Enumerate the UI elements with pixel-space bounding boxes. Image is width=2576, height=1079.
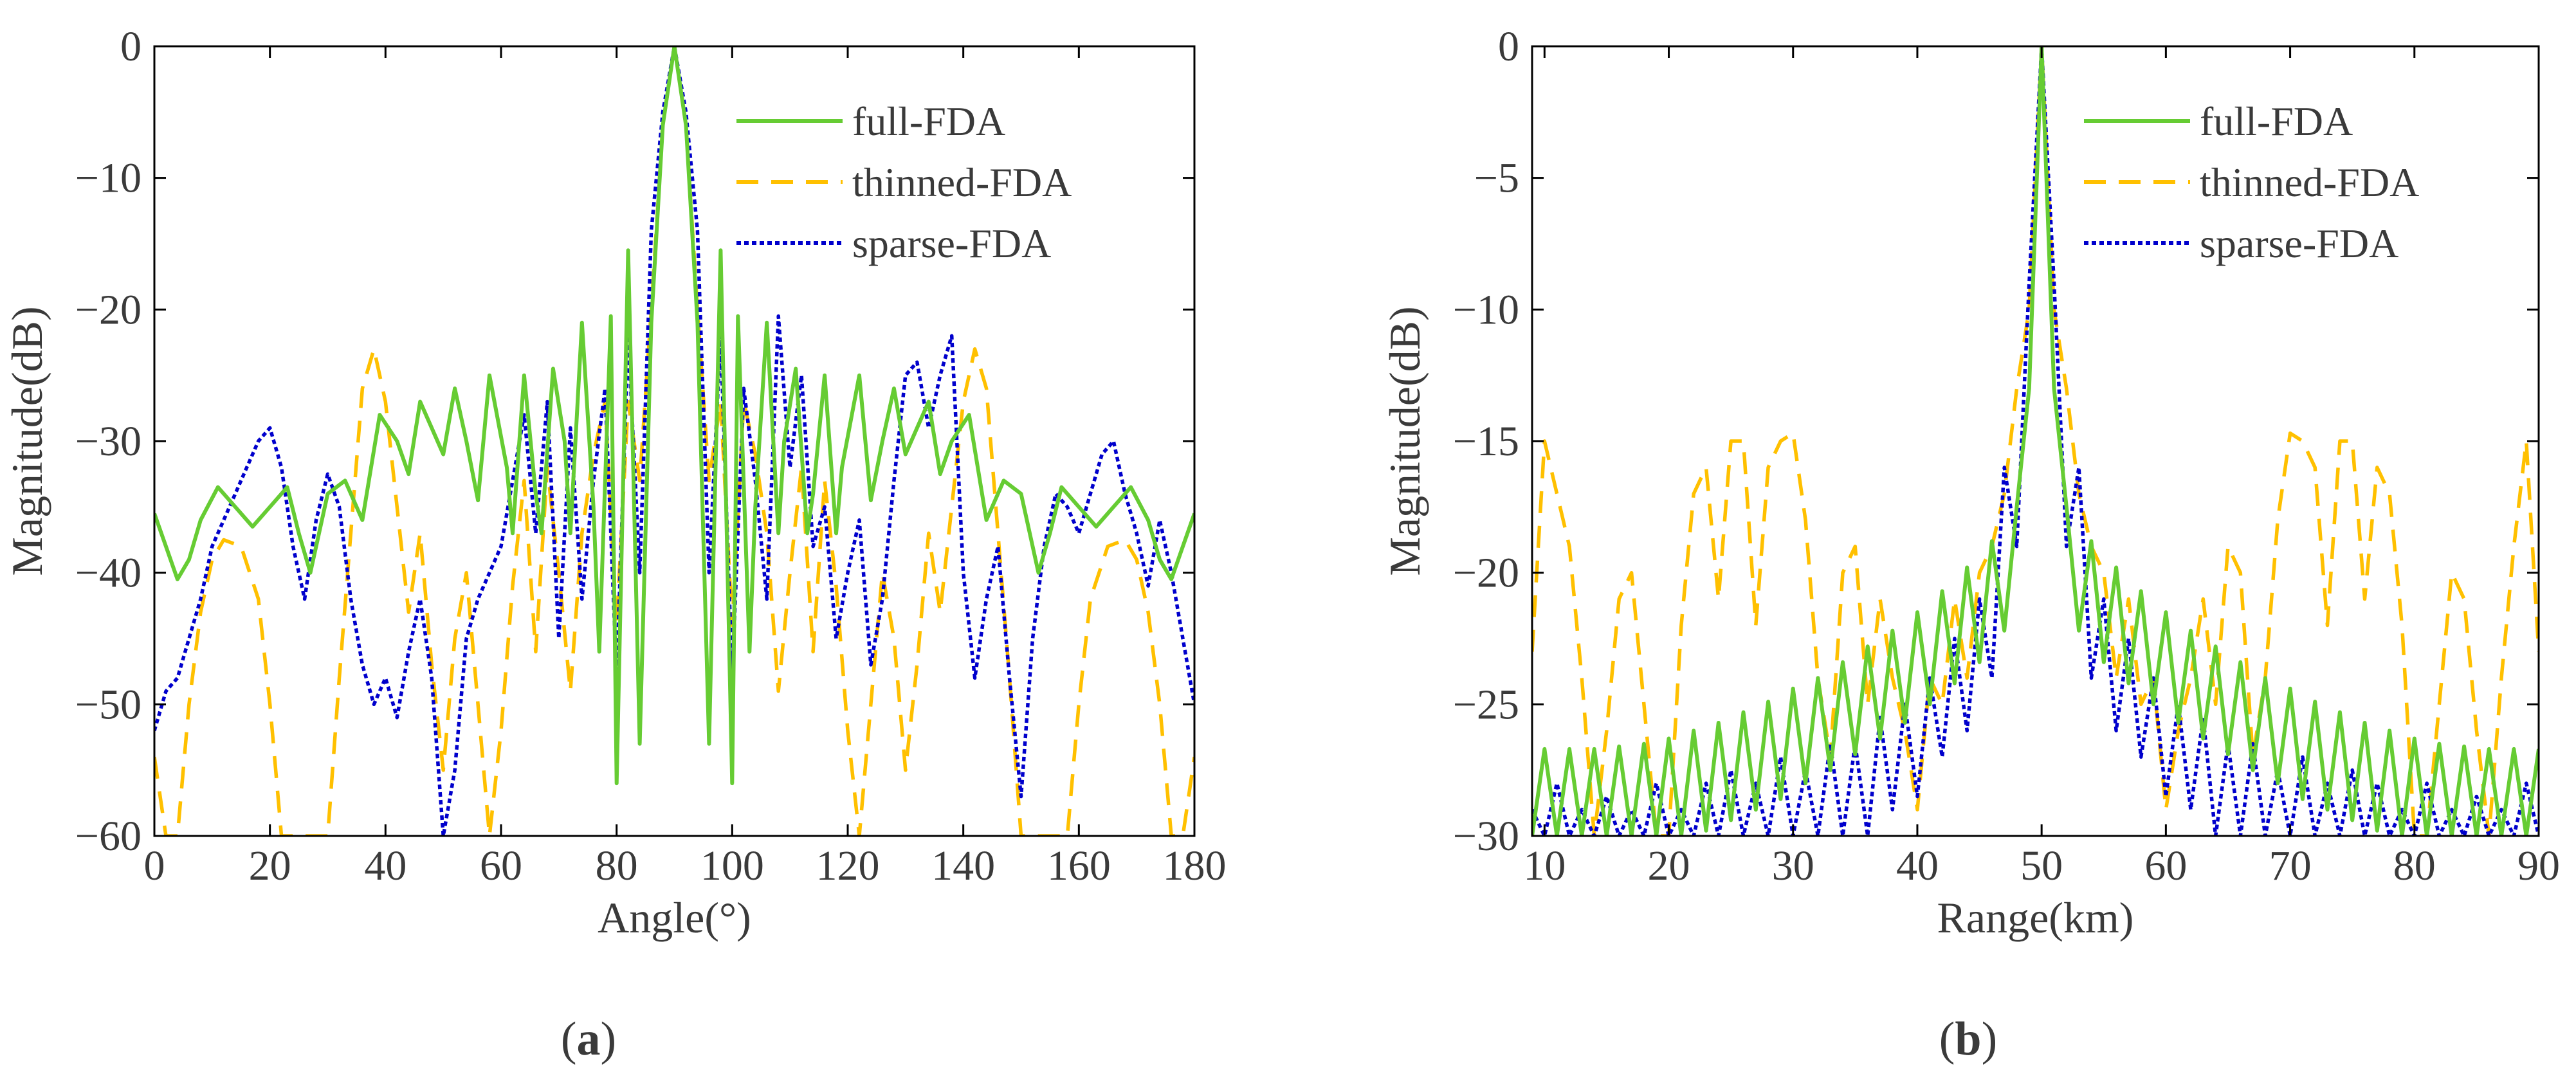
- panel-a-caption-letter: a: [577, 1013, 601, 1065]
- panel-b-legend-label-sparse-FDA: sparse-FDA: [2200, 221, 2398, 266]
- panel-b-ytick-label: −15: [1453, 418, 1519, 465]
- panel-a-caption-close: ): [601, 1013, 617, 1065]
- panel-a-ytick-label: −30: [75, 418, 142, 465]
- panel-a-ytick-label: −20: [75, 286, 142, 333]
- panel-a-xtick-label: 140: [931, 842, 995, 889]
- panel-b-xtick-label: 80: [2393, 842, 2436, 889]
- panel-a-ytick-label: −10: [75, 155, 142, 202]
- panel-a: 0 20 40 60 80 100 120 140 160 180 0 −10 −20 −30 −40 −50…: [3, 23, 1227, 1065]
- panel-b-legend-label-full-FDA: full-FDA: [2200, 98, 2353, 144]
- panel-a-legend: full-FDA thinned-FDA sparse-FDA: [736, 98, 1072, 266]
- panel-b-caption-letter: b: [1955, 1013, 1981, 1065]
- panel-a-legend-label-sparse-FDA: sparse-FDA: [852, 221, 1051, 266]
- panel-b-ytick-label: −20: [1453, 550, 1519, 597]
- panel-b-xtick-label: 60: [2144, 842, 2187, 889]
- panel-a-ytick-label: −40: [75, 550, 142, 597]
- panel-a-ytick-label: 0: [120, 23, 142, 70]
- panel-b-legend: full-FDA thinned-FDA sparse-FDA: [2084, 98, 2419, 266]
- panel-a-xtick-label: 80: [596, 842, 638, 889]
- panel-b-xtick-label: 10: [1523, 842, 1566, 889]
- panel-b-legend-label-thinned-FDA: thinned-FDA: [2200, 159, 2419, 205]
- panel-a-xtick-label: 180: [1163, 842, 1227, 889]
- panel-b-ytick-label: 0: [1498, 23, 1519, 70]
- panel-b-caption-close: ): [1982, 1013, 1998, 1065]
- panel-a-xtick-label: 120: [816, 842, 880, 889]
- panel-a-ticks: 0 20 40 60 80 100 120 140 160 180 0 −10 −20 −30 −40 −50…: [75, 23, 1227, 889]
- panel-a-series-sparse-FDA: [154, 46, 1194, 836]
- panel-b-ytick-label: −30: [1453, 813, 1519, 860]
- panel-a-y-axis-label: Magnitude(dB): [3, 306, 51, 576]
- panel-a-legend-label-thinned-FDA: thinned-FDA: [852, 159, 1072, 205]
- panel-b-ytick-label: −10: [1453, 286, 1519, 333]
- panel-b-x-axis-label: Range(km): [1937, 893, 2134, 942]
- panel-a-xtick-label: 100: [700, 842, 764, 889]
- panel-b-series-thinned-FDA: [1532, 46, 2539, 836]
- panel-b-ytick-label: −5: [1474, 155, 1519, 202]
- panel-b-caption-label: (b): [1939, 1013, 1997, 1065]
- panel-b-series: [1532, 46, 2539, 836]
- panel-b-series-full-FDA: [1532, 46, 2539, 836]
- panel-a-xtick-label: 0: [144, 842, 165, 889]
- panel-a-caption-label: (a): [561, 1013, 616, 1065]
- panel-b-xtick-label: 20: [1648, 842, 1690, 889]
- panel-b-ticks: 10 20 30 40 50 60 70 80 90 0 −5 −10 −15 −20 −25 −30: [1453, 23, 2560, 889]
- panel-b-xtick-label: 30: [1772, 842, 1814, 889]
- panel-b-xtick-label: 70: [2269, 842, 2312, 889]
- panel-a-xtick-label: 40: [364, 842, 406, 889]
- panel-b-xtick-label: 50: [2020, 842, 2063, 889]
- panel-a-caption-open: (: [561, 1013, 577, 1065]
- panel-a-ytick-label: −60: [75, 813, 142, 860]
- panel-b-caption-open: (: [1939, 1013, 1955, 1065]
- panel-b-xtick-label: 90: [2517, 842, 2560, 889]
- panel-b: 10 20 30 40 50 60 70 80 90 0 −5 −10 −15 −20 −25 −30 Ran…: [1380, 23, 2560, 1065]
- panel-a-xtick-label: 60: [480, 842, 522, 889]
- panel-a-series-full-FDA: [154, 46, 1194, 786]
- panel-b-xtick-label: 40: [1896, 842, 1939, 889]
- panel-a-x-axis-label: Angle(°): [598, 893, 751, 942]
- panel-a-xtick-label: 160: [1047, 842, 1111, 889]
- panel-a-ytick-label: −50: [75, 681, 142, 728]
- panel-b-ytick-label: −25: [1453, 681, 1519, 728]
- panel-a-legend-label-full-FDA: full-FDA: [852, 98, 1005, 144]
- panel-a-xtick-label: 20: [249, 842, 291, 889]
- panel-a-series: [154, 46, 1194, 836]
- panel-b-y-axis-label: Magnitude(dB): [1380, 306, 1429, 576]
- panel-a-series-thinned-FDA: [154, 46, 1194, 836]
